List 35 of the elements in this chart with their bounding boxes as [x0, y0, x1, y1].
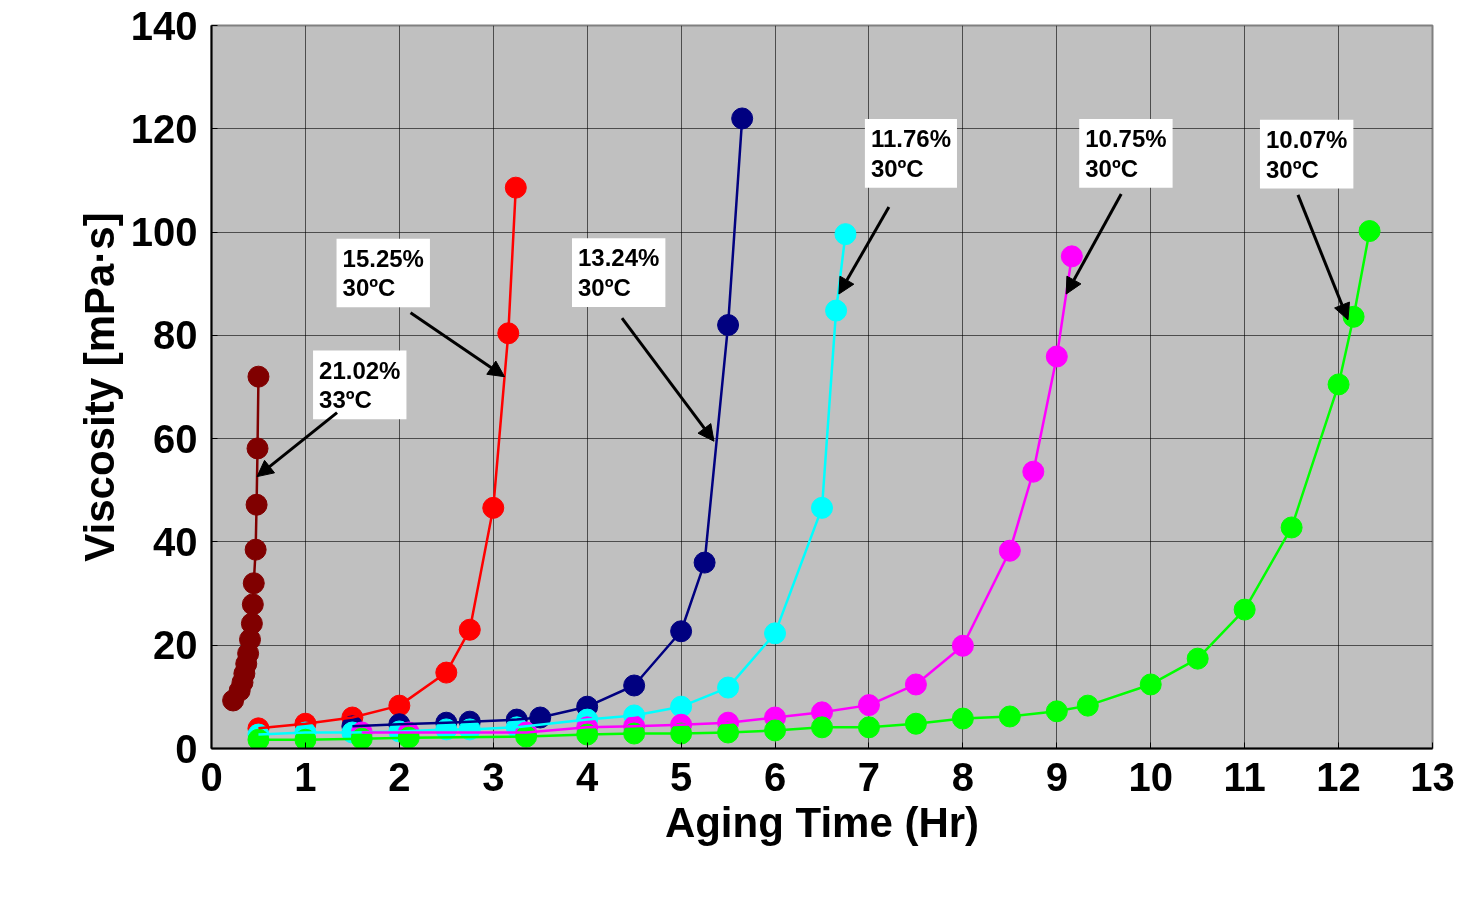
y-tick-label: 120	[130, 106, 198, 151]
x-tick-label: 1	[294, 754, 317, 799]
point	[504, 176, 527, 199]
point	[731, 107, 754, 130]
x-tick-label: 13	[1410, 754, 1455, 799]
point	[247, 365, 270, 388]
y-tick-label: 60	[153, 416, 198, 461]
x-axis-title: Aging Time (Hr)	[664, 798, 980, 846]
y-tick-label: 40	[153, 519, 198, 564]
annotation: 15.25% 30ºC	[342, 244, 424, 302]
y-tick-label: 80	[153, 313, 198, 358]
x-tick-label: 9	[1045, 754, 1068, 799]
x-tick-label: 3	[482, 754, 505, 799]
y-tick-label: 0	[175, 726, 198, 771]
annotation: 21.02% 33ºC	[319, 356, 401, 414]
y-tick-label: 20	[153, 623, 198, 668]
x-tick-label: 5	[669, 754, 693, 799]
x-tick-label: 8	[951, 754, 975, 799]
x-tick-label: 6	[763, 754, 787, 799]
annotation: 13.24% 30ºC	[577, 244, 660, 301]
y-axis-title: Viscosity [mPa·s]	[75, 212, 123, 562]
y-tick-label: 100	[130, 210, 198, 255]
x-tick-label: 4	[576, 754, 600, 799]
point	[834, 223, 857, 246]
point	[1358, 220, 1381, 243]
x-tick-label: 10	[1128, 754, 1173, 799]
x-tick-label: 12	[1316, 754, 1361, 799]
point	[1060, 245, 1083, 268]
annotation: 11.76% 30ºC	[870, 125, 951, 182]
y-tick-label: 140	[130, 3, 198, 48]
annotation: 10.75% 30ºC	[1085, 125, 1167, 182]
x-tick-label: 2	[388, 754, 411, 799]
x-tick-label: 11	[1223, 754, 1266, 799]
x-tick-label: 7	[857, 754, 881, 799]
annotation: 10.07% 30ºC	[1265, 125, 1348, 183]
